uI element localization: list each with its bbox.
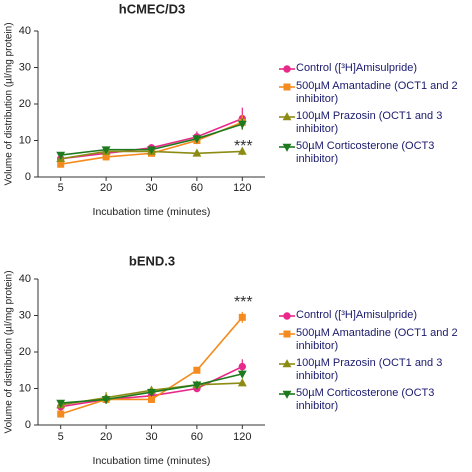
- data-point: [101, 146, 111, 155]
- legend-swatch: [279, 390, 295, 399]
- y-tick-label: 40: [19, 25, 31, 37]
- data-point: [57, 160, 65, 168]
- legend-swatch: [279, 312, 295, 320]
- x-axis-label: Incubation time (minutes): [93, 206, 211, 218]
- x-tick-label: 30: [145, 182, 157, 194]
- legend-entry: 500µM Amantadine (OCT1 and 2 inhibitor): [278, 327, 468, 352]
- y-tick-label: 10: [19, 134, 31, 146]
- legend-entry: 100µM Prazosin (OCT1 and 3 inhibitor): [278, 357, 468, 382]
- legend-marker: [282, 143, 292, 152]
- y-tick-label: 30: [19, 61, 31, 73]
- y-tick-label: 10: [19, 382, 31, 394]
- legend-label: 100µM Prazosin (OCT1 and 3 inhibitor): [296, 357, 443, 382]
- data-point: [192, 135, 202, 144]
- data-point: [192, 381, 202, 390]
- legend-marker: [282, 390, 292, 399]
- legend: Control ([³H]Amisulpride) 500µM Amantadin…: [278, 309, 468, 417]
- data-point: [147, 388, 156, 397]
- legend-swatch: [279, 143, 295, 152]
- data-point: [237, 146, 247, 155]
- data-point: [238, 362, 247, 371]
- legend-label: 500µM Amantadine (OCT1 and 2 inhibitor): [296, 80, 458, 105]
- y-tick-label: 40: [19, 273, 31, 285]
- annotation: ***: [234, 138, 253, 155]
- legend-label: 50µM Corticosterone (OCT3 inhibitor): [296, 140, 435, 165]
- data-point: [192, 148, 202, 157]
- data-point: [193, 366, 201, 374]
- legend-swatch: [279, 359, 295, 368]
- legend-marker: [283, 330, 291, 338]
- y-tick-label: 30: [19, 309, 31, 321]
- data-point: [238, 313, 246, 321]
- legend-marker: [282, 112, 292, 121]
- data-point: [102, 153, 110, 161]
- y-tick-label: 20: [19, 98, 31, 110]
- legend-entry: 100µM Prazosin (OCT1 and 3 inhibitor): [278, 110, 468, 135]
- x-tick-label: 120: [233, 182, 251, 194]
- legend-swatch: [279, 83, 295, 91]
- legend-marker: [283, 83, 291, 91]
- legend-entry: 500µM Amantadine (OCT1 and 2 inhibitor): [278, 80, 468, 105]
- legend-entry: 50µM Corticosterone (OCT3 inhibitor): [278, 140, 468, 165]
- x-tick-label: 20: [100, 431, 112, 443]
- legend-label: Control ([³H]Amisulpride): [296, 309, 418, 321]
- y-tick-label: 0: [25, 171, 31, 183]
- data-point: [57, 410, 65, 418]
- data-point: [56, 151, 66, 160]
- y-tick-label: 20: [19, 346, 31, 358]
- legend-label: Control ([³H]Amisulpride): [296, 62, 418, 74]
- x-tick-label: 30: [145, 431, 157, 443]
- data-point: [56, 399, 66, 408]
- legend-label: 50µM Corticosterone (OCT3 inhibitor): [296, 387, 435, 412]
- legend-marker: [282, 359, 292, 368]
- chart-title: hCMEC/D3: [119, 1, 185, 16]
- legend-swatch: [279, 330, 295, 338]
- legend: Control ([³H]Amisulpride) 500µM Amantadin…: [278, 62, 468, 170]
- legend-entry: Control ([³H]Amisulpride): [278, 309, 468, 322]
- data-point: [148, 395, 155, 403]
- chart-title: bEND.3: [129, 253, 175, 268]
- x-tick-label: 5: [58, 182, 64, 194]
- y-axis-label: Volume of distribution (µl/mg protein): [4, 270, 15, 433]
- data-point: [147, 146, 156, 155]
- legend-swatch: [279, 65, 295, 73]
- x-axis-label: Incubation time (minutes): [93, 455, 211, 467]
- x-tick-label: 5: [58, 431, 64, 443]
- data-point: [237, 378, 247, 387]
- x-tick-label: 60: [191, 182, 203, 194]
- legend-entry: Control ([³H]Amisulpride): [278, 62, 468, 75]
- legend-swatch: [279, 112, 295, 121]
- x-tick-label: 60: [191, 431, 203, 443]
- legend-entry: 50µM Corticosterone (OCT3 inhibitor): [278, 387, 468, 412]
- data-point: [101, 396, 111, 405]
- y-tick-label: 0: [25, 419, 31, 431]
- legend-marker: [283, 312, 291, 320]
- series-line: [60, 121, 243, 166]
- data-point: [237, 120, 247, 129]
- x-tick-label: 120: [233, 431, 251, 443]
- data-point: [237, 370, 247, 379]
- x-tick-label: 20: [100, 182, 112, 194]
- y-axis-label: Volume of distribution (µl/mg protein): [4, 22, 15, 185]
- annotation: ***: [234, 294, 253, 311]
- legend-label: 100µM Prazosin (OCT1 and 3 inhibitor): [296, 110, 443, 135]
- legend-marker: [283, 65, 291, 73]
- legend-label: 500µM Amantadine (OCT1 and 2 inhibitor): [296, 327, 458, 352]
